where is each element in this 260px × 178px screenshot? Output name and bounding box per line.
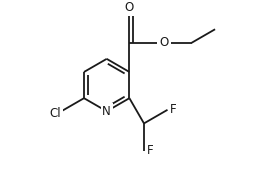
Text: F: F [146, 144, 153, 157]
Text: O: O [125, 1, 134, 14]
Text: O: O [160, 36, 169, 49]
Text: Cl: Cl [49, 107, 61, 120]
Text: F: F [170, 103, 177, 116]
Text: N: N [102, 105, 111, 118]
